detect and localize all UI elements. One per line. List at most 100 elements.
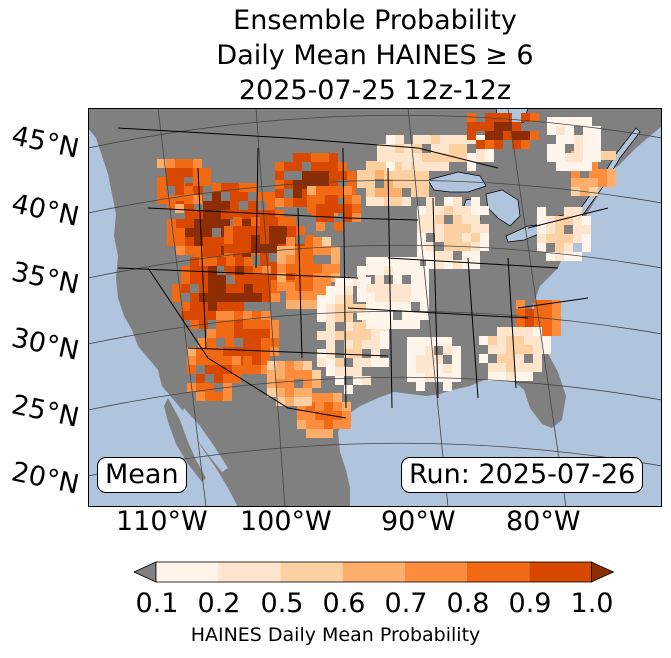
probability-cell (322, 246, 331, 255)
probability-cell (243, 365, 252, 374)
probability-cell (304, 246, 313, 255)
probability-cell (402, 197, 411, 206)
probability-cell (471, 251, 480, 260)
probability-cell (384, 311, 393, 320)
probability-cell (212, 237, 221, 246)
state-border (507, 257, 517, 389)
probability-cell (494, 140, 503, 149)
colorbar-over-arrow (590, 561, 615, 583)
probability-cell (353, 340, 362, 349)
probability-cell (574, 162, 583, 171)
probability-cell (261, 356, 270, 365)
probability-cell (251, 217, 260, 226)
probability-cell (453, 206, 462, 215)
probability-cell (196, 347, 205, 356)
probability-cell (393, 284, 402, 293)
probability-cell (302, 171, 311, 180)
probability-cell (315, 402, 324, 411)
probability-cell (315, 393, 324, 402)
probability-cell (267, 388, 276, 397)
probability-cell (592, 135, 601, 144)
probability-cell (262, 266, 271, 275)
probability-cell (232, 374, 241, 383)
probability-cell (571, 169, 580, 178)
probability-cell (333, 411, 342, 420)
probability-cell (503, 113, 512, 122)
probability-cell (375, 257, 384, 266)
probability-cell (552, 309, 561, 318)
latitude-line (88, 310, 662, 345)
probability-cell (420, 170, 429, 179)
probability-cell (462, 260, 471, 269)
probability-cell (488, 372, 497, 381)
probability-cell (476, 153, 485, 162)
probability-cell (380, 331, 389, 340)
probability-cell (402, 320, 411, 329)
probability-cell (260, 244, 269, 253)
probability-cell (395, 135, 404, 144)
probability-cell (196, 392, 205, 401)
probability-cell (278, 226, 287, 235)
probability-cell (306, 411, 315, 420)
probability-cell (338, 171, 347, 180)
probability-cell (380, 340, 389, 349)
probability-cell (322, 273, 331, 282)
probability-cell (270, 338, 279, 347)
probability-cell (467, 153, 476, 162)
probability-cell (521, 140, 530, 149)
probability-cell (260, 235, 269, 244)
probability-cell (217, 302, 226, 311)
probability-cell (335, 358, 344, 367)
probability-cell (512, 140, 521, 149)
probability-cell (304, 282, 313, 291)
probability-cell (413, 153, 422, 162)
probability-cell (225, 311, 234, 320)
probability-cell (366, 161, 375, 170)
probability-cell (252, 320, 261, 329)
probability-cell (426, 242, 435, 251)
state-border (197, 167, 207, 349)
mean-label-box: Mean (97, 457, 187, 493)
probability-cell (556, 153, 565, 162)
probability-cell (417, 215, 426, 224)
probability-cell (453, 260, 462, 269)
probability-cell (242, 226, 251, 235)
probability-cell (573, 252, 582, 261)
probability-cell (315, 420, 324, 429)
probability-cell (196, 356, 205, 365)
probability-cell (235, 284, 244, 293)
probability-cell (293, 189, 302, 198)
probability-cell (417, 206, 426, 215)
probability-cell (193, 177, 202, 186)
lake-superior (427, 171, 487, 193)
probability-cell (357, 275, 366, 284)
colorbar-outline (155, 561, 592, 583)
probability-cell (380, 358, 389, 367)
probability-cell (416, 364, 425, 373)
probability-cell (497, 372, 506, 381)
probability-cell (251, 244, 260, 253)
probability-cell (187, 347, 196, 356)
probability-cell (362, 358, 371, 367)
probability-cell (347, 180, 356, 189)
probability-cell (583, 117, 592, 126)
colorbar (134, 561, 615, 583)
probability-cell (411, 284, 420, 293)
probability-cell (224, 226, 233, 235)
probability-cell (574, 144, 583, 153)
probability-cell (260, 253, 269, 262)
probability-cell (444, 224, 453, 233)
probability-cell (393, 266, 402, 275)
probability-cell (276, 370, 285, 379)
probability-cell (329, 162, 338, 171)
probability-cell (582, 234, 591, 243)
probability-cell (284, 162, 293, 171)
probability-cell (506, 363, 515, 372)
probability-cell (393, 275, 402, 284)
probability-cell (217, 275, 226, 284)
probability-cell (181, 275, 190, 284)
probability-cell (317, 295, 326, 304)
probability-cell (324, 411, 333, 420)
probability-cell (571, 187, 580, 196)
state-border (147, 207, 419, 221)
